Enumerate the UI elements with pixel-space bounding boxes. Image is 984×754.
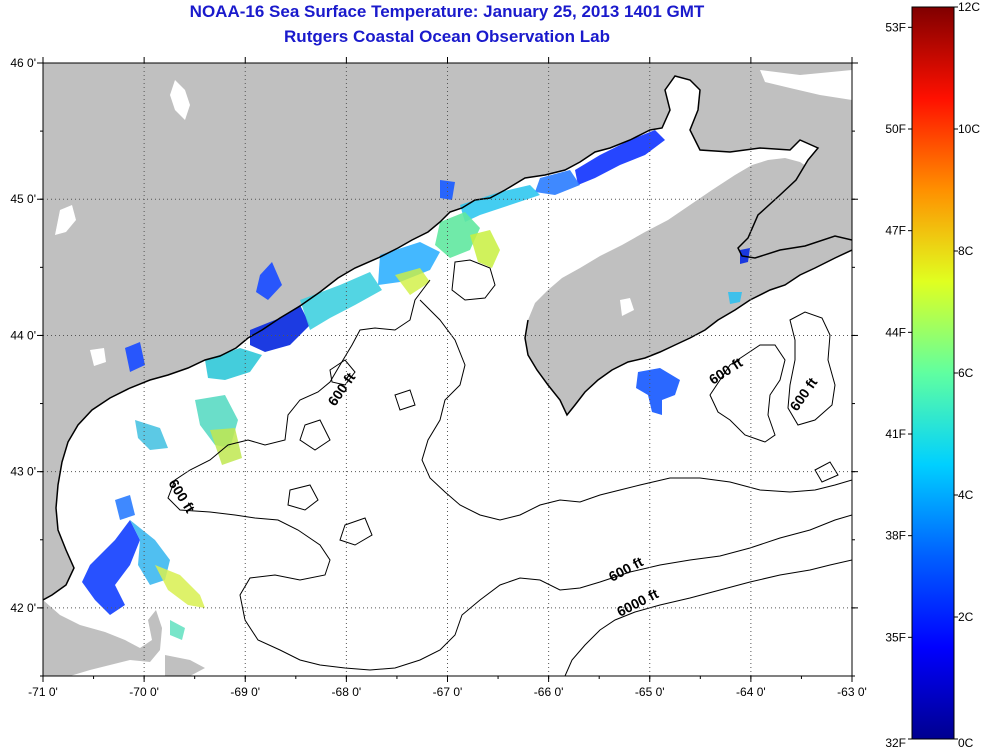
colorbar-celsius-label: 2C [958,610,974,624]
lat-tick-label: 42 0' [10,601,36,615]
colorbar-celsius-label: 6C [958,366,974,380]
colorbar-fahrenheit-label: 38F [885,529,906,543]
colorbar-celsius-labels: 12C 10C 8C 6C 4C 2C 0C [954,0,980,750]
cape-cod-land [43,600,162,676]
lon-tick-label: -66 0' [534,685,564,699]
colorbar [911,6,955,740]
colorbar-celsius-label: 10C [958,122,980,136]
lake-water [90,348,106,366]
colorbar-fahrenheit-label: 50F [885,122,906,136]
colorbar-fahrenheit-label: 53F [885,20,906,34]
title-line-2: Rutgers Coastal Ocean Observation Lab [284,27,610,46]
lon-tick-label: -71 0' [28,685,58,699]
coastline [43,75,852,601]
colorbar-fahrenheit-label: 32F [885,736,906,750]
colorbar-fahrenheit-label: 44F [885,325,906,339]
lon-tick-label: -65 0' [635,685,665,699]
lake-water [620,298,634,316]
colorbar-fahrenheit-labels: 53F 50F 47F 44F 41F 38F 35F 32F [885,20,912,750]
lat-lon-grid [43,63,852,676]
colorbar-fahrenheit-label: 41F [885,427,906,441]
island-land [165,655,205,676]
mainland-land [43,63,852,600]
title-line-1: NOAA-16 Sea Surface Temperature: January… [189,2,705,21]
colorbar-celsius-label: 4C [958,488,974,502]
lon-tick-label: -69 0' [230,685,260,699]
lat-tick-label: 44 0' [10,328,36,342]
lake-water [55,205,76,235]
longitude-labels: -71 0' -70 0' -69 0' -68 0' -67 0' -66 0' -65 … [28,685,867,699]
lat-tick-label: 45 0' [10,192,36,206]
depth-contours [167,259,852,676]
nova-scotia-coastline [524,249,852,417]
lat-tick-label: 46 0' [10,56,36,70]
lon-tick-label: -63 0' [837,685,867,699]
lon-tick-label: -70 0' [129,685,159,699]
colorbar-celsius-label: 0C [958,736,974,750]
colorbar-celsius-label: 8C [958,244,974,258]
lat-tick-label: 43 0' [10,465,36,479]
bay-water [760,70,852,100]
axis-ticks [37,57,858,682]
colorbar-fahrenheit-label: 35F [885,630,906,644]
lon-tick-label: -64 0' [736,685,766,699]
lake-water [852,70,860,80]
lon-tick-label: -67 0' [433,685,463,699]
latitude-labels: 42 0' 43 0' 44 0' 45 0' 46 0' [10,56,36,615]
lake-water [170,80,190,120]
colorbar-fahrenheit-label: 47F [885,224,906,238]
lon-tick-label: -68 0' [332,685,362,699]
colorbar-celsius-label: 12C [958,0,980,14]
nova-scotia-land [525,158,852,415]
